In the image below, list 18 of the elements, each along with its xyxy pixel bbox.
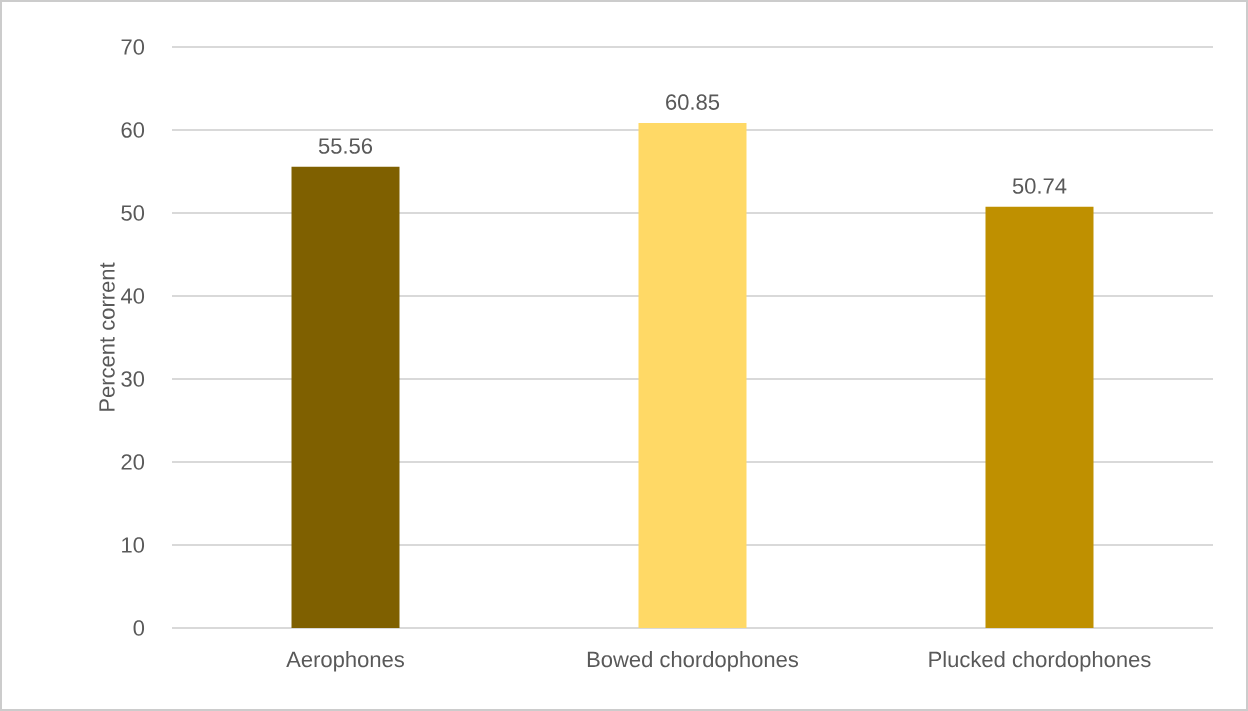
y-tick-label: 70: [121, 39, 145, 55]
y-tick-label: 50: [121, 205, 145, 221]
y-tick-label: 60: [121, 122, 145, 138]
data-label: 55.56: [318, 138, 373, 154]
bar: [985, 206, 1094, 628]
data-label: 60.85: [666, 94, 720, 110]
y-tick-label: 20: [121, 454, 145, 470]
x-tick-label: Plucked chordophones: [929, 651, 1151, 672]
y-tick-label: 30: [121, 371, 145, 387]
y-tick-label: 0: [133, 620, 145, 636]
x-tick-label: Aerophones: [286, 651, 404, 672]
y-tick-label: 10: [122, 537, 145, 553]
bar: [638, 122, 747, 628]
data-label: 50.74: [1012, 178, 1067, 194]
y-tick-label: 40: [120, 288, 145, 304]
bar: [291, 166, 400, 628]
x-tick-label: Bowed chordophones: [587, 651, 799, 672]
y-axis-title: Percent corrent: [99, 262, 115, 411]
